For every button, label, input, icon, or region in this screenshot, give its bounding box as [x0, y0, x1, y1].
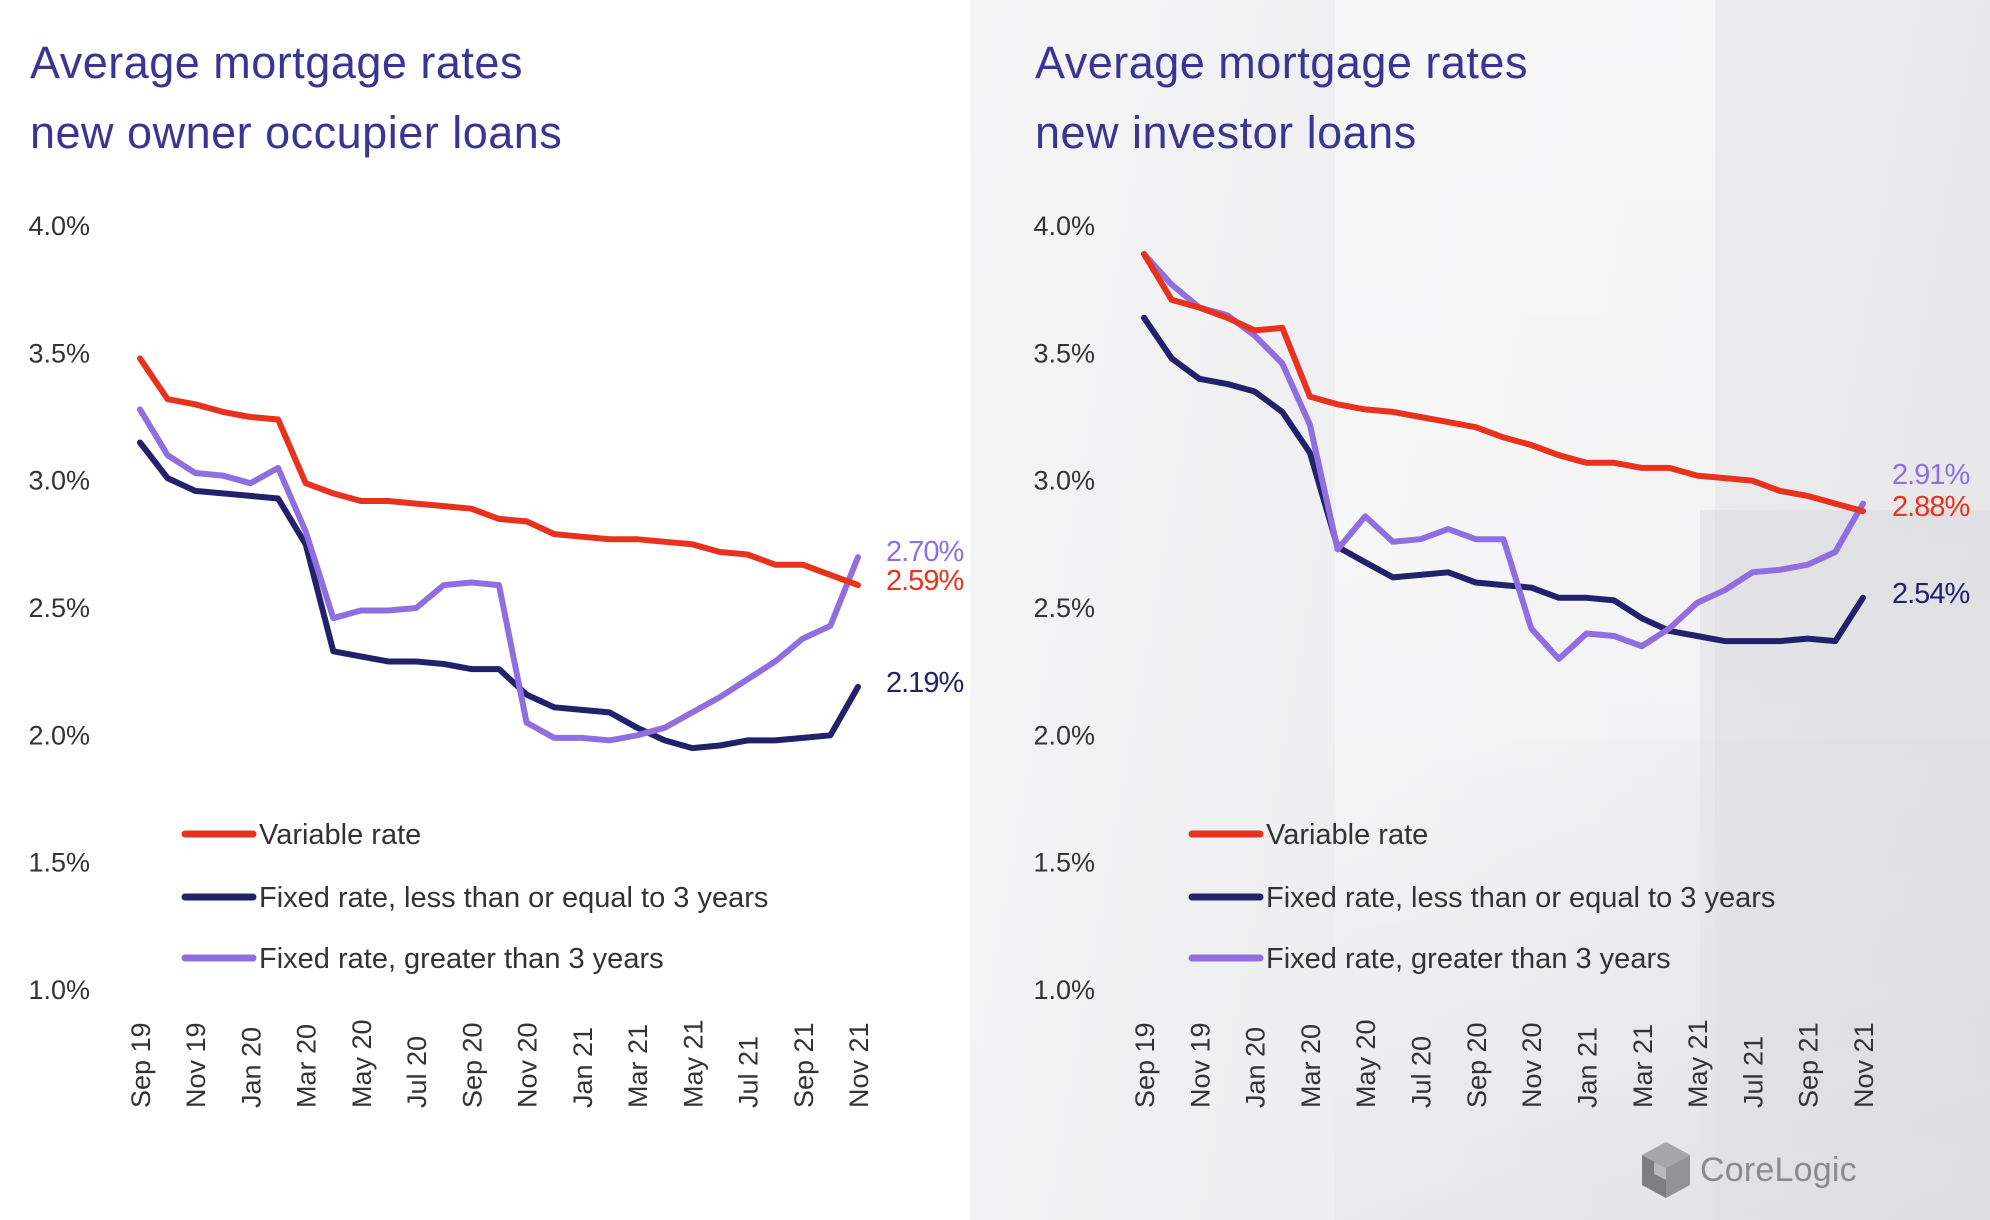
chart-title-line: Average mortgage rates [30, 37, 523, 88]
legend-label: Fixed rate, less than or equal to 3 year… [1266, 882, 1775, 914]
series-line-fixed-long [1141, 251, 1866, 662]
left-panel-background [0, 0, 970, 1220]
x-axis-tick-label: Nov 19 [181, 1022, 211, 1108]
y-axis-tick-label: 1.5% [1033, 848, 1095, 878]
end-value-label-fixed-short: 2.54% [1892, 578, 1969, 610]
legend-label: Variable rate [259, 819, 421, 851]
corelogic-logo: CoreLogic [1640, 1140, 1857, 1200]
y-axis-tick-label: 3.0% [1033, 466, 1095, 496]
x-axis-tick-label: Sep 20 [457, 1022, 487, 1108]
x-axis-tick-label: Sep 21 [789, 1022, 819, 1108]
chart-title-investor: Average mortgage rates new investor loan… [1035, 28, 1528, 168]
x-axis-tick-label: Mar 20 [292, 1024, 322, 1108]
x-axis-tick-label: Jan 20 [1241, 1027, 1271, 1108]
x-axis-tick-label: Jul 21 [1738, 1036, 1768, 1108]
x-axis-tick-label: Jul 21 [734, 1036, 764, 1108]
series-line-variable [137, 355, 861, 589]
end-value-label-fixed-long: 2.70% [886, 536, 963, 568]
x-axis-tick-label: Sep 19 [1130, 1022, 1160, 1108]
x-axis-tick-label: Jan 21 [568, 1027, 598, 1108]
y-axis-tick-label: 4.0% [1033, 211, 1095, 241]
y-axis-tick-label: 3.5% [28, 338, 90, 368]
end-value-label-fixed-short: 2.19% [886, 667, 963, 699]
y-axis-tick-label: 2.5% [1033, 593, 1095, 623]
x-axis-tick-label: May 20 [1351, 1019, 1381, 1108]
x-axis-tick-label: Nov 21 [1849, 1022, 1879, 1108]
chart-title-line: new investor loans [1035, 107, 1417, 158]
x-axis-tick-label: Nov 20 [513, 1022, 543, 1108]
corelogic-logo-text: CoreLogic [1700, 1150, 1857, 1189]
end-value-label-variable: 2.88% [1892, 491, 1969, 523]
x-axis-tick-label: May 21 [1683, 1019, 1713, 1108]
legend-label: Fixed rate, greater than 3 years [1266, 943, 1671, 975]
y-axis-tick-label: 3.5% [1033, 338, 1095, 368]
x-axis-tick-label: Nov 21 [844, 1022, 874, 1108]
corelogic-cube-icon [1642, 1142, 1690, 1198]
x-axis-tick-label: May 21 [678, 1019, 708, 1108]
series-line-fixed-short [1141, 314, 1866, 645]
background-facet [1335, 740, 1990, 1220]
series-line-fixed-short [137, 439, 861, 752]
chart-title-line: new owner occupier loans [30, 107, 563, 158]
legend-label: Fixed rate, greater than 3 years [259, 943, 664, 975]
legend-label: Fixed rate, less than or equal to 3 year… [259, 882, 768, 914]
x-axis-tick-label: Jul 20 [402, 1036, 432, 1108]
y-axis-tick-label: 4.0% [28, 211, 90, 241]
x-axis-tick-label: Mar 21 [1628, 1024, 1658, 1108]
end-value-label-fixed-long: 2.91% [1892, 459, 1969, 491]
x-axis-tick-label: Jul 20 [1407, 1036, 1437, 1108]
x-axis-tick-label: Sep 19 [126, 1022, 156, 1108]
x-axis-tick-label: Sep 20 [1462, 1022, 1492, 1108]
x-axis-tick-label: May 20 [347, 1019, 377, 1108]
x-axis-tick-label: Jan 21 [1572, 1027, 1602, 1108]
y-axis-tick-label: 1.0% [28, 975, 90, 1005]
series-line-variable [1141, 251, 1866, 515]
y-axis-tick-label: 2.0% [28, 720, 90, 750]
y-axis-tick-label: 3.0% [28, 466, 90, 496]
x-axis-tick-label: Jan 20 [236, 1027, 266, 1108]
x-axis-tick-label: Nov 19 [1185, 1022, 1215, 1108]
x-axis-tick-label: Mar 21 [623, 1024, 653, 1108]
end-value-label-variable: 2.59% [886, 565, 963, 597]
chart-title-line: Average mortgage rates [1035, 37, 1528, 88]
x-axis-tick-label: Mar 20 [1296, 1024, 1326, 1108]
y-axis-tick-label: 1.5% [28, 848, 90, 878]
x-axis-tick-label: Sep 21 [1794, 1022, 1824, 1108]
y-axis-tick-label: 1.0% [1033, 975, 1095, 1005]
y-axis-tick-label: 2.0% [1033, 720, 1095, 750]
y-axis-tick-label: 2.5% [28, 593, 90, 623]
x-axis-tick-label: Nov 20 [1517, 1022, 1547, 1108]
legend-label: Variable rate [1266, 819, 1428, 851]
chart-title-owner-occupier: Average mortgage rates new owner occupie… [30, 28, 562, 168]
series-line-fixed-long [137, 406, 861, 744]
